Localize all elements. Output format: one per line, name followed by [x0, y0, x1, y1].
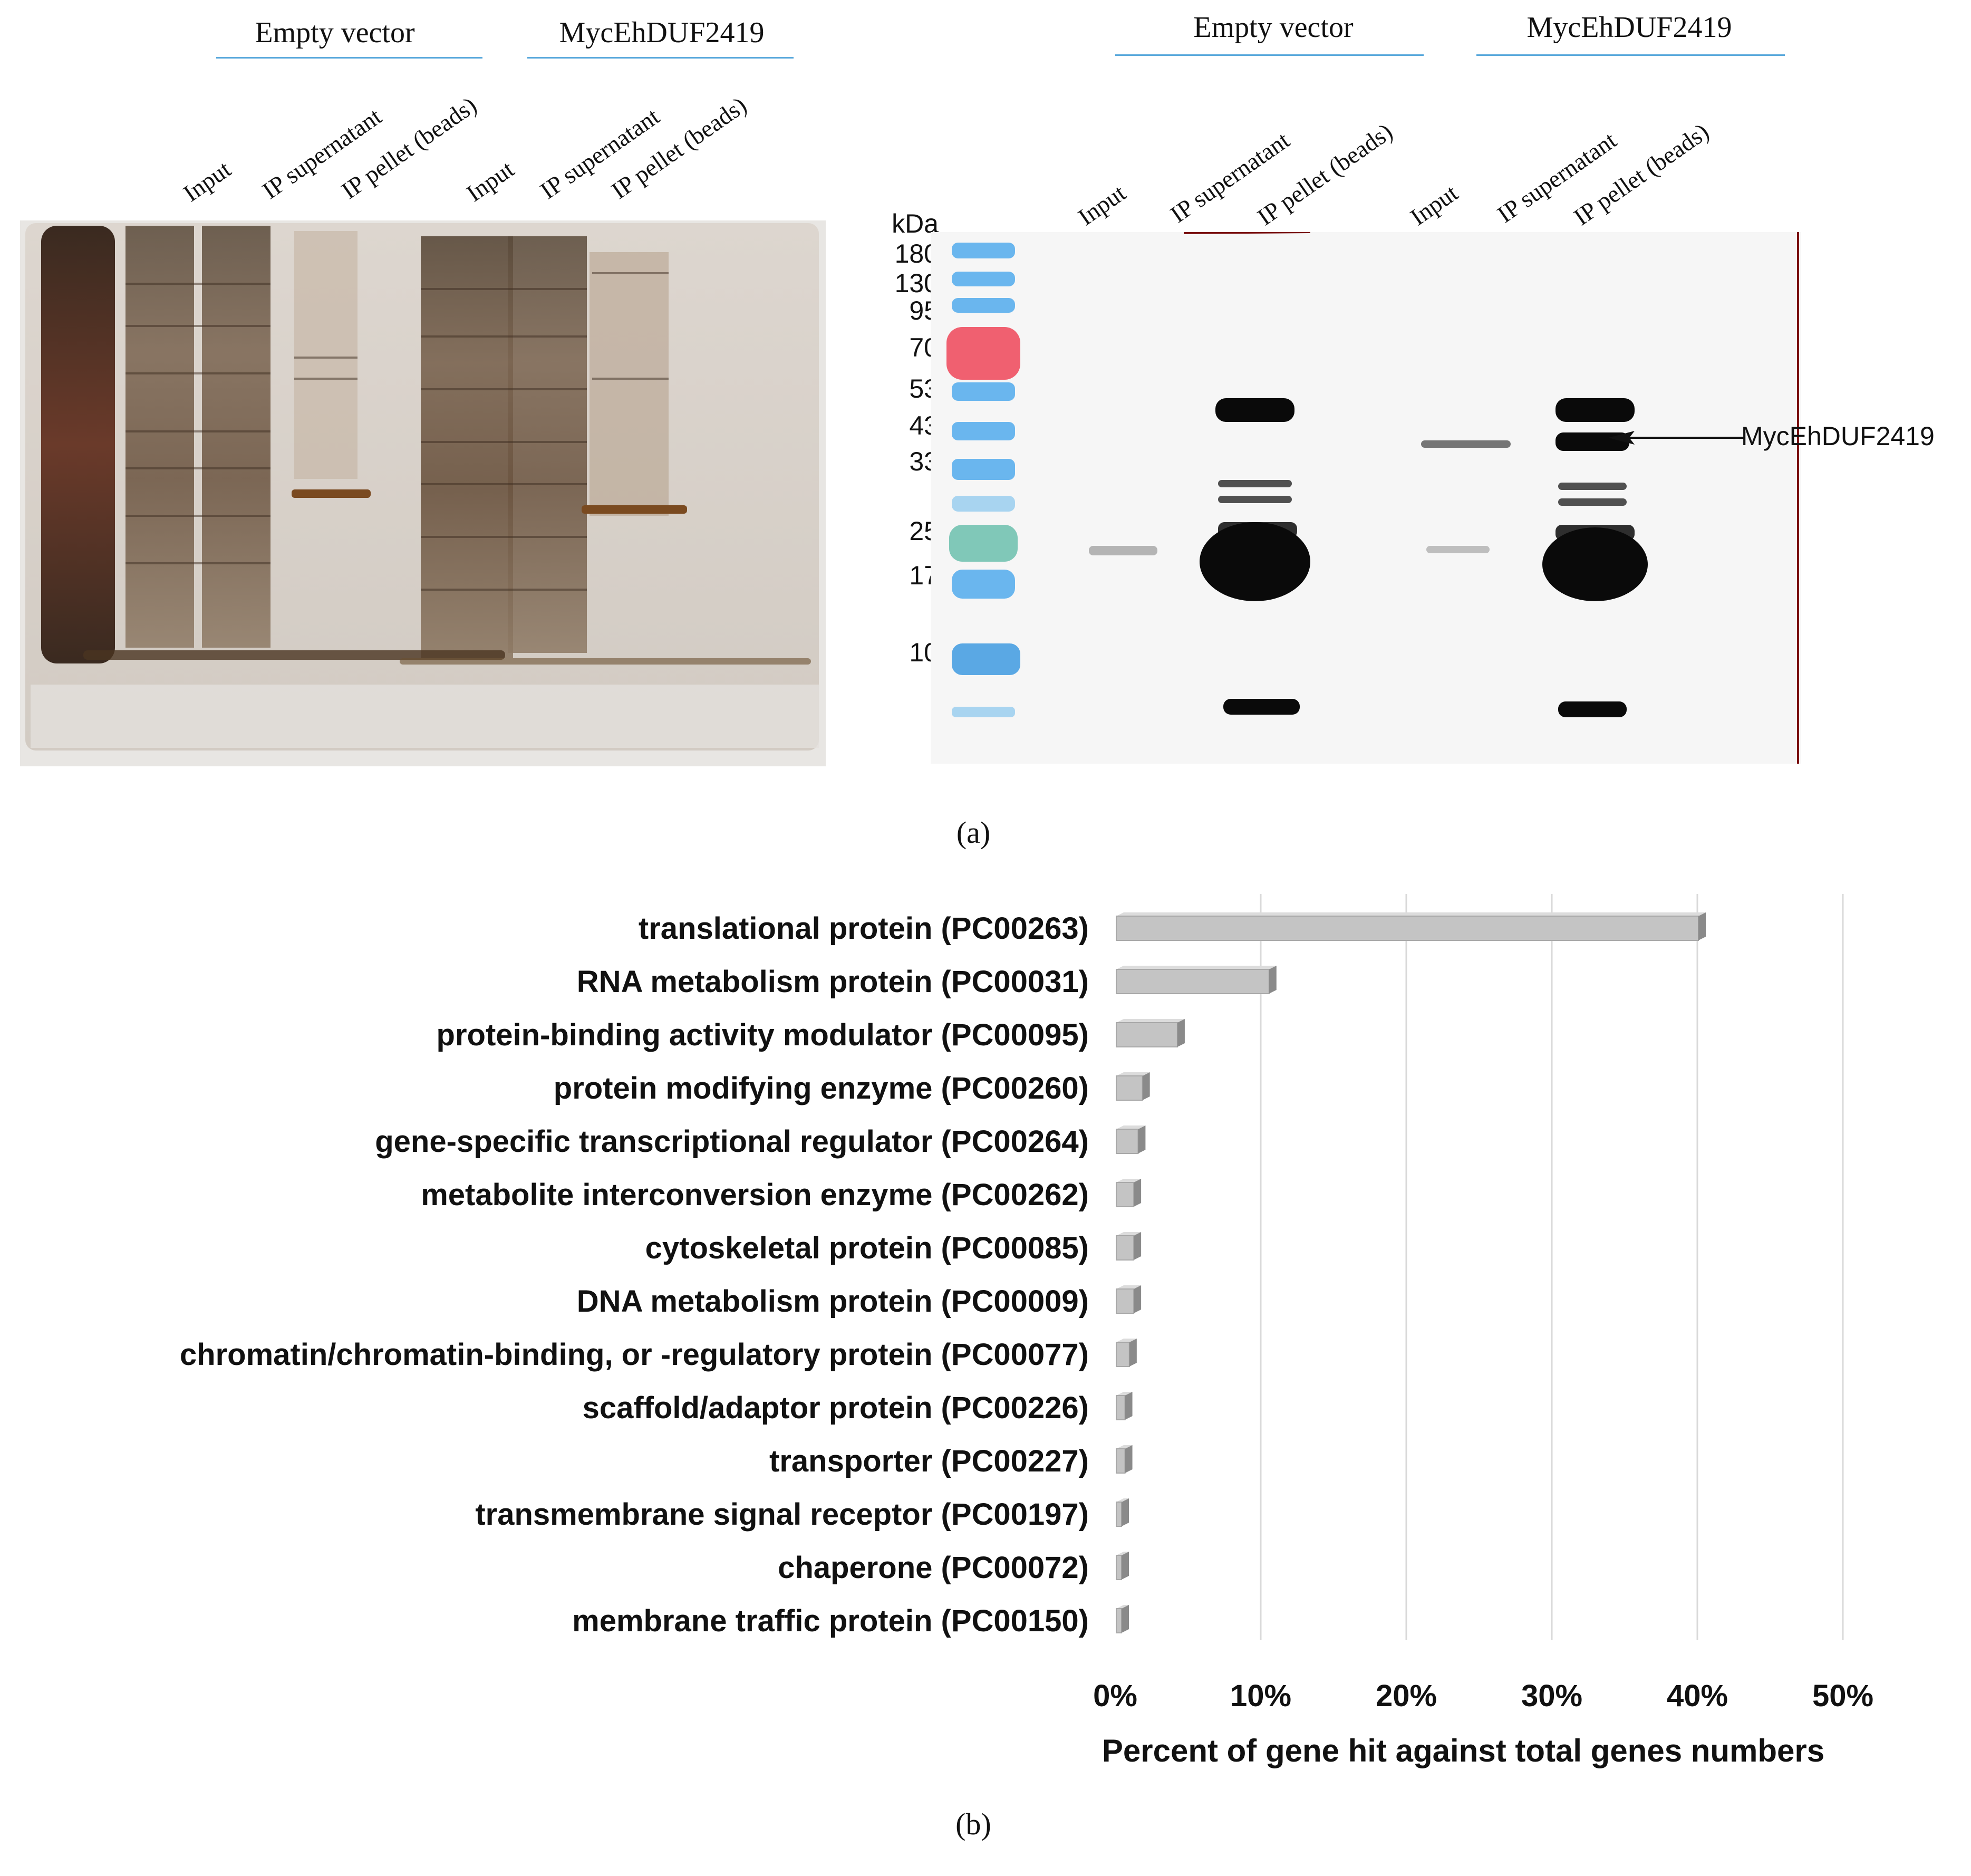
arrow-icon — [1608, 431, 1745, 445]
x-tick-label: 40% — [1667, 1679, 1728, 1713]
bar — [1116, 1392, 1133, 1420]
bar — [1116, 912, 1706, 941]
gel-group-myc-line — [527, 57, 794, 59]
blot-group-empty-vector: Empty vector — [1193, 11, 1354, 44]
category-labels: translational protein (PC00263) RNA metab… — [180, 911, 1089, 1638]
category-label: transporter (PC00227) — [769, 1444, 1089, 1478]
kda-marker: 43 — [909, 411, 939, 440]
x-tick-label: 20% — [1376, 1679, 1437, 1713]
category-label: transmembrane signal receptor (PC00197) — [475, 1497, 1089, 1532]
bar-chart: translational protein (PC00263) RNA metab… — [180, 894, 1873, 1768]
category-label: protein modifying enzyme (PC00260) — [554, 1071, 1089, 1105]
category-label: cytoskeletal protein (PC00085) — [645, 1231, 1089, 1265]
gel-group-empty-vector-line — [216, 57, 482, 59]
gel-group-myc: MycEhDUF2419 — [559, 16, 765, 49]
bar — [1116, 1072, 1150, 1101]
kda-marker: 130 — [894, 268, 939, 298]
category-label: gene-specific transcriptional regulator … — [375, 1124, 1089, 1159]
panel-a-caption: (a) — [956, 815, 991, 850]
kda-marker: 33 — [909, 447, 939, 476]
bar — [1116, 1179, 1142, 1207]
gel-lane-label: IP supernatant — [535, 102, 664, 205]
grid-lines — [1260, 894, 1844, 1640]
kda-unit-label: kDa — [892, 209, 939, 238]
bar — [1116, 1125, 1146, 1154]
kda-marker: 17 — [909, 561, 939, 590]
bar — [1116, 1552, 1129, 1580]
gel-lane-label: Input — [178, 155, 236, 207]
gel-group-empty-vector: Empty vector — [255, 16, 415, 49]
category-label: DNA metabolism protein (PC00009) — [577, 1284, 1089, 1319]
panel-b-caption: (b) — [955, 1807, 991, 1841]
bar — [1116, 1445, 1133, 1474]
category-label: translational protein (PC00263) — [639, 911, 1089, 946]
x-axis-title: Percent of gene hit against total genes … — [1102, 1733, 1824, 1768]
gel-lane-label: Input — [461, 155, 519, 207]
blot-lane-label: Input — [1073, 179, 1131, 231]
bars — [1116, 912, 1706, 1633]
bar — [1116, 1498, 1129, 1527]
bar — [1116, 1605, 1129, 1633]
category-label: scaffold/adaptor protein (PC00226) — [583, 1391, 1089, 1425]
x-tick-label: 30% — [1521, 1679, 1582, 1713]
category-label: metabolite interconversion enzyme (PC002… — [421, 1178, 1089, 1212]
blot-lane-label: Input — [1405, 179, 1463, 231]
bar — [1116, 1232, 1142, 1261]
category-label: RNA metabolism protein (PC00031) — [577, 965, 1089, 999]
x-tick-label: 0% — [1093, 1679, 1137, 1713]
silver-stained-gel-image — [20, 220, 826, 766]
category-label: protein-binding activity modulator (PC00… — [437, 1018, 1089, 1052]
kda-marker: 180 — [894, 239, 939, 268]
category-label: chromatin/chromatin-binding, or -regulat… — [180, 1338, 1089, 1372]
bar — [1116, 1339, 1137, 1367]
kda-marker: 95 — [909, 296, 939, 325]
kda-marker: 10 — [909, 638, 939, 667]
blot-group-myc: MycEhDUF2419 — [1526, 11, 1732, 44]
western-blot-image — [931, 232, 1801, 764]
kda-marker: 70 — [909, 333, 939, 362]
bar — [1116, 1285, 1142, 1314]
blot-arrow-label: MycEhDUF2419 — [1741, 421, 1935, 451]
blot-lane-label: IP pellet (beads) — [1569, 118, 1714, 231]
kda-marker: 53 — [909, 374, 939, 403]
bar — [1116, 1019, 1185, 1047]
blot-group-myc-line — [1476, 54, 1785, 56]
blot-group-empty-vector-line — [1115, 54, 1424, 56]
gel-lane-label: IP pellet (beads) — [336, 91, 481, 205]
category-label: membrane traffic protein (PC00150) — [572, 1604, 1089, 1638]
x-tick-label: 10% — [1230, 1679, 1291, 1713]
category-label: chaperone (PC00072) — [778, 1551, 1089, 1585]
bar — [1116, 966, 1277, 994]
x-tick-labels: 0% 10% 20% 30% 40% 50% — [1093, 1679, 1873, 1713]
kda-marker: 25 — [909, 516, 939, 546]
x-tick-label: 50% — [1812, 1679, 1873, 1713]
